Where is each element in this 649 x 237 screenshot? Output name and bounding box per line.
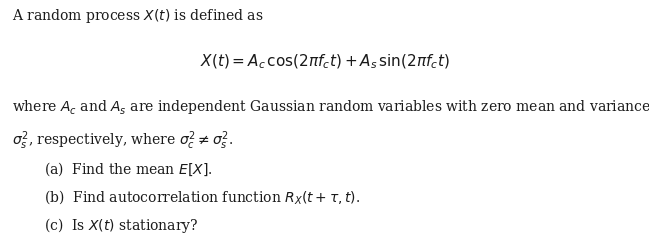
Text: $X(t) = A_c\,\cos(2\pi f_c t) + A_s\,\sin(2\pi f_c t)$: $X(t) = A_c\,\cos(2\pi f_c t) + A_s\,\si… bbox=[200, 52, 449, 71]
Text: (b)  Find autocorrelation function $R_X(t+\tau,t)$.: (b) Find autocorrelation function $R_X(t… bbox=[44, 188, 360, 206]
Text: (c)  Is $X(t)$ stationary?: (c) Is $X(t)$ stationary? bbox=[44, 216, 199, 235]
Text: (a)  Find the mean $E[X]$.: (a) Find the mean $E[X]$. bbox=[44, 160, 213, 178]
Text: where $A_c$ and $A_s$ are independent Gaussian random variables with zero mean a: where $A_c$ and $A_s$ are independent Ga… bbox=[12, 96, 649, 118]
Text: A random process $X(t)$ is defined as: A random process $X(t)$ is defined as bbox=[12, 7, 263, 25]
Text: $\sigma_s^2$, respectively, where $\sigma_c^2 \neq \sigma_s^2$.: $\sigma_s^2$, respectively, where $\sigm… bbox=[12, 129, 233, 152]
